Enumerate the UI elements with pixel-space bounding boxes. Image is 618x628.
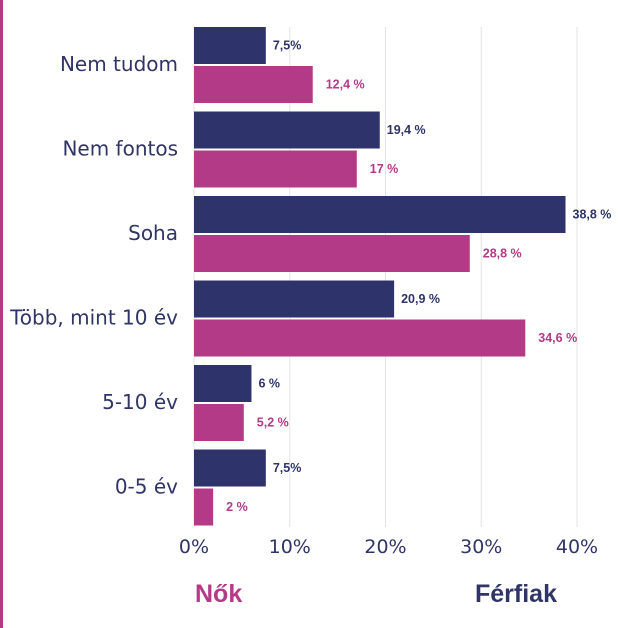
value-label-men: 19,4 % (387, 123, 426, 137)
bar-men (194, 280, 395, 318)
bar-men (194, 111, 380, 149)
bar-men (194, 365, 252, 402)
bar-women (194, 319, 526, 357)
value-label-women: 17 % (370, 162, 399, 176)
value-label-women: 28,8 % (483, 247, 522, 261)
value-label-women: 5,2 % (257, 416, 289, 430)
value-label-men: 7,5% (273, 39, 302, 53)
value-label-men: 20,9 % (401, 292, 440, 306)
bar-women (194, 66, 313, 103)
value-label-women: 2 % (226, 500, 248, 514)
left-accent-line (0, 0, 3, 628)
x-tick-label: 20% (364, 536, 406, 558)
x-tick-label: 0% (179, 536, 209, 558)
bar-women (194, 150, 357, 188)
x-tick-label: 30% (460, 536, 502, 558)
category-label: Soha (128, 221, 178, 245)
value-label-women: 12,4 % (326, 78, 365, 92)
value-label-men: 6 % (258, 377, 280, 391)
bar-chart: 7,5% 12,4 % 19,4 % 17 % 38,8 % 28,8 % 20,9 % 34… (9, 27, 611, 558)
x-tick-label: 10% (269, 536, 311, 558)
category-labels: Nem tudom Nem fontos Soha Több, mint 10 év 5… (9, 52, 178, 499)
bars (194, 27, 566, 526)
grid-lines (193, 27, 578, 527)
value-labels: 7,5% 12,4 % 19,4 % 17 % 38,8 % 28,8 % 20,9 % 34… (226, 39, 611, 515)
value-label-men: 38,8 % (573, 208, 612, 222)
value-label-women: 34,6 % (538, 331, 577, 345)
bar-women (194, 235, 470, 272)
bar-women (194, 488, 214, 526)
category-label: Nem tudom (60, 52, 178, 76)
category-label: Több, mint 10 év (9, 306, 178, 330)
category-label: Nem fontos (62, 137, 178, 161)
bar-men (194, 449, 266, 487)
bar-men (194, 196, 566, 233)
legend-women: Nők (195, 580, 243, 608)
value-label-men: 7,5% (273, 461, 302, 475)
x-axis-ticks: 0% 10% 20% 30% 40% (179, 536, 598, 558)
category-label: 5-10 év (102, 390, 178, 414)
category-label: 0-5 év (115, 475, 178, 499)
bar-men (194, 27, 266, 64)
bar-women (194, 404, 244, 441)
legend-men: Férfiak (475, 580, 557, 608)
x-tick-label: 40% (556, 536, 598, 558)
